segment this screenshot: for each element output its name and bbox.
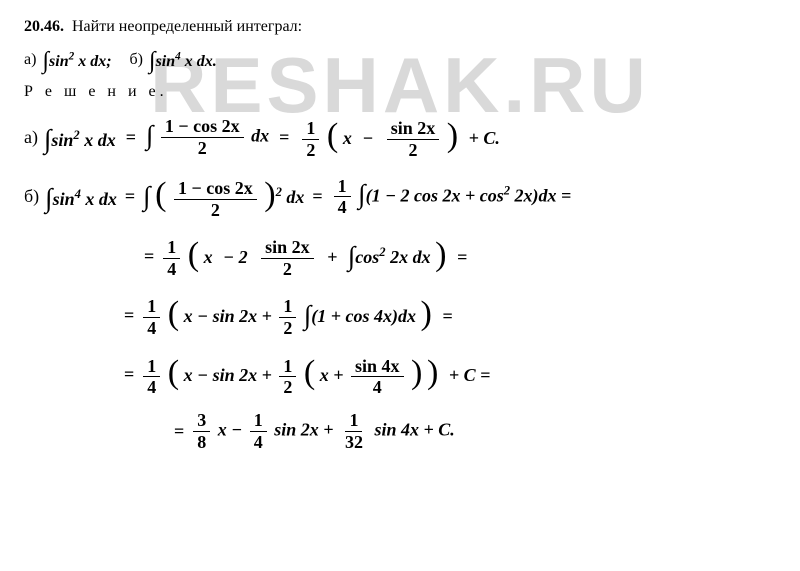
part-b-label: б) [24, 186, 39, 207]
part-b-l1b: 14 ∫(1 − 2 cos 2x + cos2 2x)dx = [331, 177, 572, 218]
part-a-label: а) [24, 127, 38, 148]
problem-number: 20.46. [24, 18, 64, 36]
equals-icon: = [279, 127, 289, 148]
item-b-expr: ∫sin4 x dx. [149, 46, 217, 73]
equals-icon: = [174, 421, 184, 442]
part-b-lhs: ∫sin4 x dx [45, 181, 117, 212]
solution-heading: Р е ш е н и е. [24, 83, 776, 101]
part-b-line4: = 14 ( x − sin 2x + 12 ( x + sin 4x4 ) )… [24, 352, 776, 397]
item-b-label: б) [130, 51, 143, 69]
equals-icon: = [126, 127, 136, 148]
equals-icon: = [125, 186, 135, 207]
part-b-line2: = 14 ( x − 2 sin 2x2 + ∫cos2 2x dx ) = [24, 234, 776, 279]
page-content: 20.46. Найти неопределенный интеграл: а)… [24, 18, 776, 452]
part-b-l4: 14 ( x − sin 2x + 12 ( x + sin 4x4 ) ) +… [140, 352, 490, 397]
part-a-step1: ∫ 1 − cos 2x 2 dx [146, 117, 269, 158]
equals-icon: = [144, 246, 154, 267]
item-a-label: а) [24, 51, 36, 69]
equals-icon: = [312, 186, 322, 207]
item-a-expr: ∫sin2 x dx; [42, 46, 111, 73]
equals-icon: = [124, 364, 134, 385]
part-b-l2: 14 ( x − 2 sin 2x2 + ∫cos2 2x dx ) = [160, 234, 467, 279]
part-a-result: 12 ( x − sin 2x2 ) + C. [299, 115, 500, 160]
part-b-l3: 14 ( x − sin 2x + 12 ∫(1 + cos 4x)dx ) = [140, 293, 452, 338]
part-b-l1a: ∫ ( 1 − cos 2x2 )2 dx [143, 174, 304, 219]
problem-items: а) ∫sin2 x dx; б) ∫sin4 x dx. [24, 46, 776, 73]
part-a-line: а) ∫sin2 x dx = ∫ 1 − cos 2x 2 dx = 12 (… [24, 115, 776, 160]
part-b-line3: = 14 ( x − sin 2x + 12 ∫(1 + cos 4x)dx )… [24, 293, 776, 338]
solution-heading-text: Р е ш е н и е. [24, 83, 168, 101]
problem-prompt: Найти неопределенный интеграл: [72, 18, 302, 36]
part-a-lhs: ∫sin2 x dx [44, 122, 116, 153]
problem-heading: 20.46. Найти неопределенный интеграл: [24, 18, 776, 36]
part-b-line5: = 38 x − 14 sin 2x + 132 sin 4x + C. [24, 411, 776, 452]
part-b-line1: б) ∫sin4 x dx = ∫ ( 1 − cos 2x2 )2 dx = … [24, 174, 776, 219]
part-b-l5: 38 x − 14 sin 2x + 132 sin 4x + C. [190, 411, 455, 452]
equals-icon: = [124, 305, 134, 326]
